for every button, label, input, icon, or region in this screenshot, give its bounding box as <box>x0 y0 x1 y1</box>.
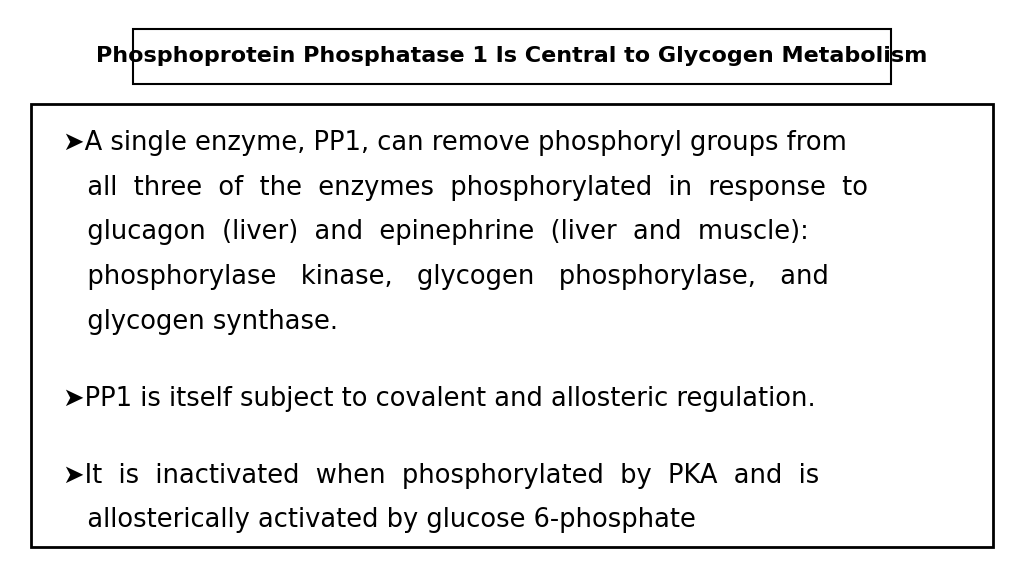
Text: ➤PP1 is itself subject to covalent and allosteric regulation.: ➤PP1 is itself subject to covalent and a… <box>63 386 816 412</box>
Text: allosterically activated by glucose 6-phosphate: allosterically activated by glucose 6-ph… <box>63 507 696 533</box>
FancyBboxPatch shape <box>133 29 891 84</box>
Text: glucagon  (liver)  and  epinephrine  (liver  and  muscle):: glucagon (liver) and epinephrine (liver … <box>63 219 809 245</box>
Text: ➤A single enzyme, PP1, can remove phosphoryl groups from: ➤A single enzyme, PP1, can remove phosph… <box>63 130 848 156</box>
FancyBboxPatch shape <box>31 104 993 547</box>
Text: ➤It  is  inactivated  when  phosphorylated  by  PKA  and  is: ➤It is inactivated when phosphorylated b… <box>63 463 820 488</box>
Text: phosphorylase   kinase,   glycogen   phosphorylase,   and: phosphorylase kinase, glycogen phosphory… <box>63 264 829 290</box>
Text: glycogen synthase.: glycogen synthase. <box>63 309 339 335</box>
Text: all  three  of  the  enzymes  phosphorylated  in  response  to: all three of the enzymes phosphorylated … <box>63 175 868 200</box>
Text: Phosphoprotein Phosphatase 1 Is Central to Glycogen Metabolism: Phosphoprotein Phosphatase 1 Is Central … <box>96 46 928 66</box>
